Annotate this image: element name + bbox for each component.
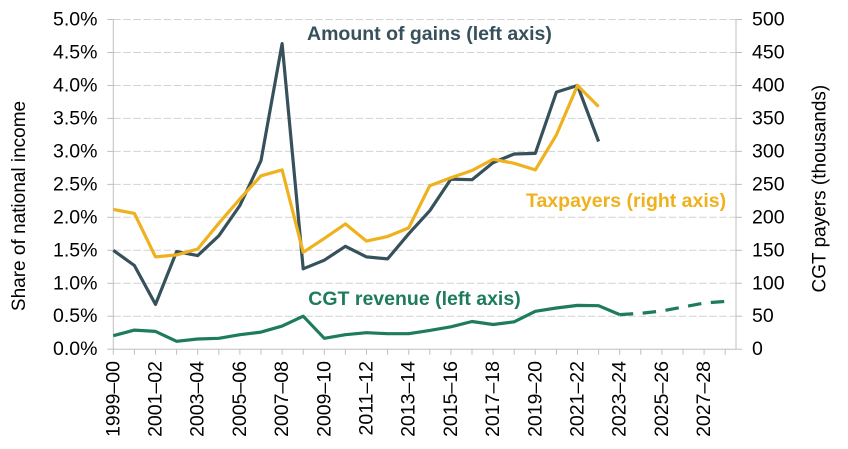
svg-text:350: 350 [752,107,785,129]
svg-text:450: 450 [752,42,785,64]
svg-text:0.0%: 0.0% [53,338,97,360]
svg-text:2001–02: 2001–02 [145,361,167,437]
svg-text:400: 400 [752,75,785,97]
svg-text:2027–28: 2027–28 [693,361,715,437]
svg-text:1.0%: 1.0% [53,272,97,294]
svg-text:2005–06: 2005–06 [229,361,251,437]
svg-text:150: 150 [752,239,785,261]
svg-text:2011–12: 2011–12 [356,361,378,435]
svg-text:2017–18: 2017–18 [482,361,504,437]
svg-text:0: 0 [752,338,763,360]
svg-text:300: 300 [752,140,785,162]
svg-text:100: 100 [752,272,785,294]
svg-text:CGT revenue (left axis): CGT revenue (left axis) [308,288,520,310]
svg-text:200: 200 [752,206,785,228]
svg-text:50: 50 [752,305,774,327]
svg-text:2019–20: 2019–20 [524,361,546,437]
svg-text:Amount of gains (left axis): Amount of gains (left axis) [307,23,552,45]
svg-text:3.0%: 3.0% [53,140,97,162]
svg-text:250: 250 [752,173,785,195]
svg-text:1.5%: 1.5% [53,239,97,261]
svg-text:0.5%: 0.5% [53,305,97,327]
svg-text:4.5%: 4.5% [53,42,97,64]
svg-text:5.0%: 5.0% [53,9,97,31]
svg-text:Taxpayers (right axis): Taxpayers (right axis) [526,190,726,212]
svg-text:2015–16: 2015–16 [440,361,462,437]
svg-text:2025–26: 2025–26 [651,361,673,437]
svg-text:4.0%: 4.0% [53,75,97,97]
svg-text:2.0%: 2.0% [53,206,97,228]
svg-text:2007–08: 2007–08 [271,361,293,437]
svg-text:2.5%: 2.5% [53,173,97,195]
svg-text:500: 500 [752,9,785,31]
svg-text:CGT payers (thousands): CGT payers (thousands) [810,85,831,293]
svg-text:Share of national income: Share of national income [9,101,30,311]
svg-text:1999–00: 1999–00 [102,361,124,437]
svg-text:2023–24: 2023–24 [609,361,631,437]
svg-text:2003–04: 2003–04 [187,361,209,437]
svg-text:3.5%: 3.5% [53,107,97,129]
svg-text:2009–10: 2009–10 [313,361,335,437]
svg-text:2013–14: 2013–14 [398,361,420,437]
svg-text:2021–22: 2021–22 [567,361,589,437]
